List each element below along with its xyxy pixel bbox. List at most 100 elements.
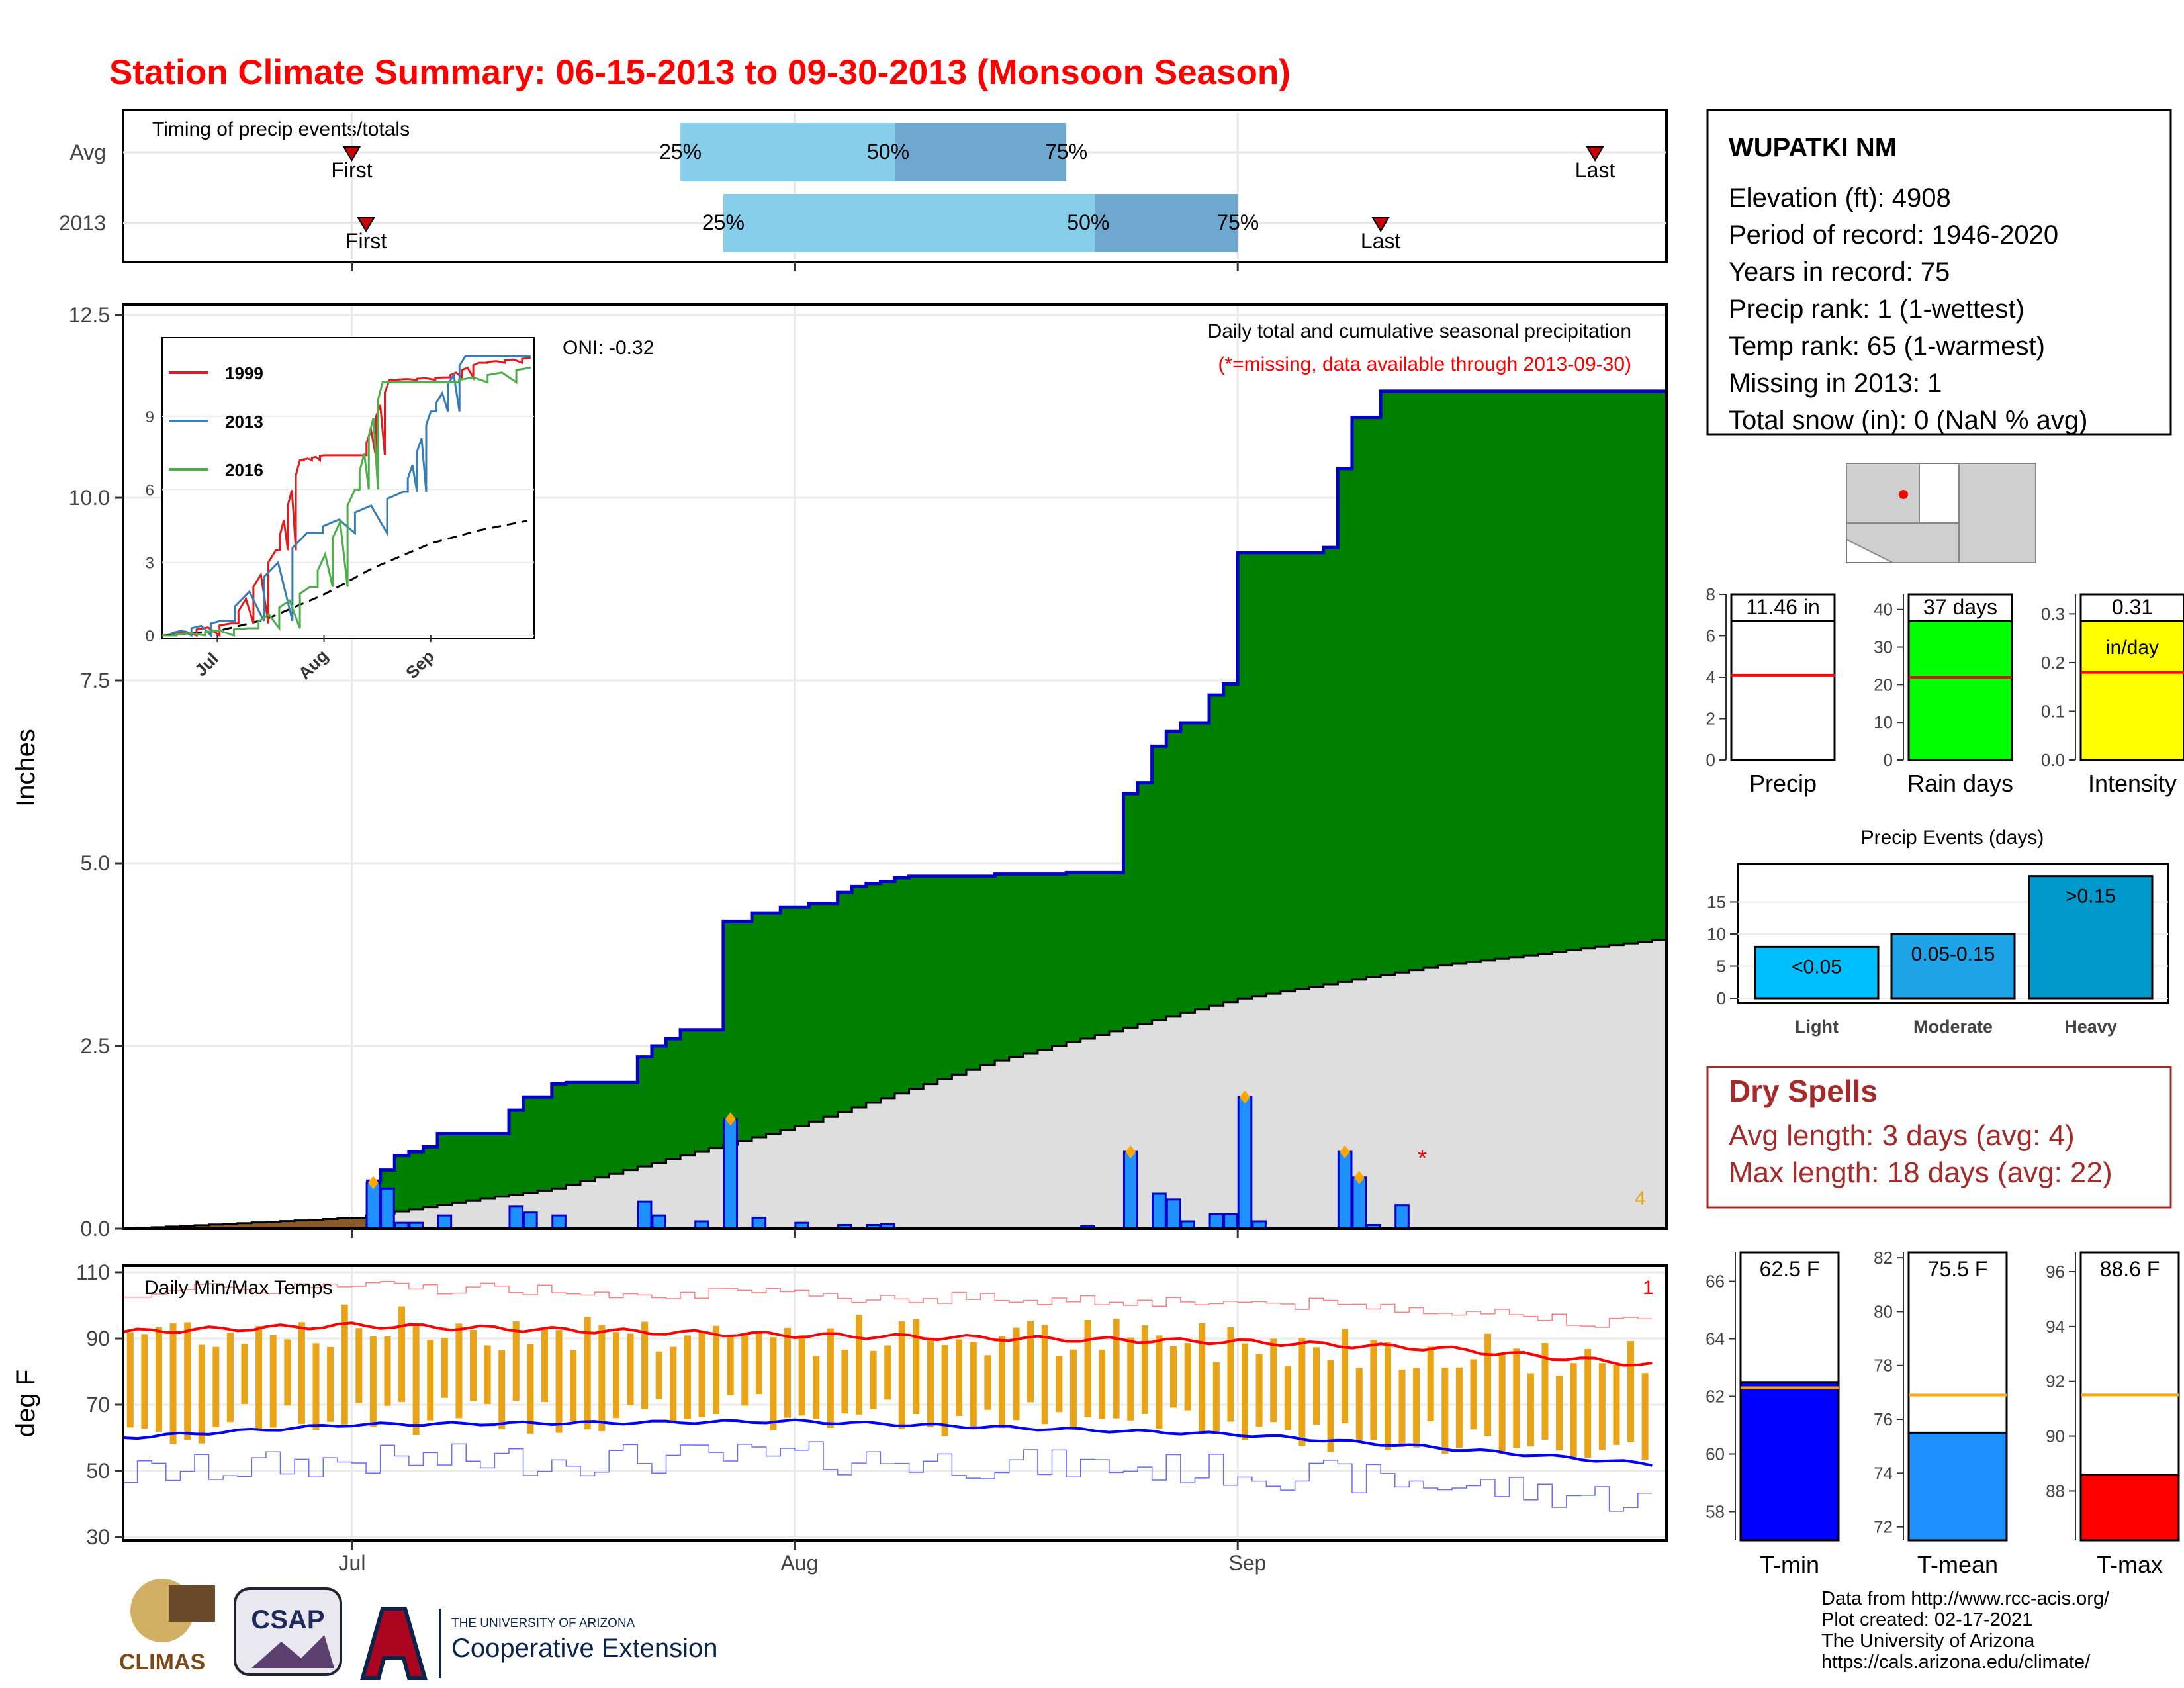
inset-average-line [161, 520, 527, 637]
daily-temp-range-bar [784, 1327, 792, 1418]
temp-content [122, 1281, 1653, 1512]
daily-temp-range-bar [241, 1344, 248, 1404]
logo-ua-big: Cooperative Extension [451, 1634, 717, 1663]
last-event-marker [1371, 217, 1390, 232]
station-years: Years in record: 75 [1729, 258, 1950, 287]
daily-temp-range-bar [927, 1337, 934, 1427]
daily-temp-range-bar [856, 1315, 863, 1415]
daily-temp-range-bar [798, 1335, 805, 1416]
precip-y-tick-label: 10.0 [69, 486, 110, 510]
daily-precip-bar [523, 1211, 538, 1230]
first-event-marker [342, 146, 361, 162]
daily-precip-bar [1152, 1192, 1167, 1230]
heavy-event-marker [1353, 1170, 1365, 1184]
daily-temp-range-bar [984, 1355, 991, 1410]
daily-temp-range-bar [141, 1334, 148, 1429]
daily-temp-range-bar [1184, 1343, 1191, 1411]
quantile-75-label: 75% [1216, 211, 1259, 234]
daily-temp-range-bar [1584, 1348, 1592, 1458]
cumulative-average-area [123, 939, 1666, 1229]
quantile-25-label: 25% [659, 140, 702, 164]
daily-temp-range-bar [1342, 1329, 1349, 1423]
temp-bar-tick-label: 60 [1706, 1444, 1725, 1464]
footer-line-1: Data from http://www.rcc-acis.org/ [1821, 1588, 2110, 1609]
daily-temp-range-bar [1455, 1367, 1463, 1448]
daily-temp-range-bar [212, 1346, 220, 1427]
dry-spells-title: Dry Spells [1729, 1074, 1878, 1108]
daily-temp-range-bar [598, 1325, 606, 1432]
timing-row-avg-label: Avg [69, 140, 106, 164]
daily-temp-range-bar [198, 1344, 205, 1444]
daily-precip-bar [1223, 1213, 1238, 1230]
daily-precip-bar [1351, 1176, 1367, 1230]
temp-bar-tick-label: 78 [1874, 1356, 1893, 1376]
daily-temp-range-bar [1027, 1321, 1034, 1403]
timing-label: Timing of precip events/totals [152, 118, 410, 140]
timing-panel: Timing of precip events/totals Avg 2013 … [59, 109, 1668, 271]
footer-line-2: Plot created: 02-17-2021 [1821, 1609, 2032, 1630]
inset-legend-2013: 2013 [225, 412, 263, 432]
heavy-event-marker [725, 1112, 736, 1126]
inset-y-tick-label: 9 [146, 408, 154, 426]
summary-bar-tick-label: 8 [1706, 585, 1715, 604]
average-min-temp-line [122, 1418, 1653, 1467]
daily-temp-range-bar [369, 1336, 377, 1427]
temp-bar-label: T-mean [1917, 1551, 1998, 1578]
daily-temp-range-bar [841, 1349, 848, 1414]
first-event-label: First [345, 229, 387, 253]
station-temp-rank: Temp rank: 65 (1-warmest) [1729, 332, 2045, 361]
summary-bar-tick-label: 0.2 [2041, 653, 2065, 673]
summary-bar-value: 0.31 [2112, 595, 2153, 619]
daily-precip-bar [380, 1187, 395, 1230]
daily-temp-range-bar [1013, 1327, 1020, 1421]
inset-series-line-2013 [162, 355, 531, 638]
daily-temp-range-bar [1398, 1369, 1406, 1447]
events-bar-label: 0.05-0.15 [1911, 943, 1995, 965]
daily-temp-range-bar [713, 1325, 720, 1415]
daily-temp-range-bar [1270, 1338, 1277, 1423]
daily-precip-bar [551, 1214, 567, 1230]
daily-temp-range-bar [412, 1324, 420, 1435]
cumulative-2013-line [366, 389, 1666, 1183]
daily-temp-range-bar [1084, 1320, 1091, 1417]
precip-y-tick-label: 5.0 [81, 851, 110, 875]
daily-temp-range-bar [1556, 1376, 1563, 1451]
precip-y-tick-label: 7.5 [81, 669, 110, 692]
temp-y-tick-label: 30 [86, 1525, 110, 1549]
inset-y-tick-label: 3 [146, 555, 154, 573]
summary-bar-2 [2079, 608, 2184, 761]
summary-bar-tick-label: 0.3 [2041, 604, 2065, 624]
daily-temp-range-bar [870, 1350, 877, 1409]
summary-bar-label-box [1730, 593, 1836, 622]
events-category-label: Moderate [1913, 1017, 1993, 1037]
daily-temp-range-bar [1312, 1347, 1320, 1425]
inset-y-tick-label: 0 [146, 628, 154, 645]
logo-climas: CLIMAS [119, 1579, 215, 1675]
daily-temp-range-bar [884, 1345, 891, 1400]
record-low-line [123, 1441, 1653, 1512]
logo-ua-extension: THE UNIVERSITY OF ARIZONA Cooperative Ex… [360, 1607, 717, 1680]
footer-credits: Data from http://www.rcc-acis.org/ Plot … [1821, 1588, 2110, 1673]
precip-panel: 0.0 2.5 5.0 7.5 10.0 12.5 Inches Daily total … [11, 303, 1668, 1241]
daily-temp-range-bar [1284, 1366, 1291, 1430]
summary-bar-value: 37 days [1923, 595, 1997, 619]
station-precip-rank: Precip rank: 1 (1-wettest) [1729, 295, 2025, 324]
average-max-temp-line [122, 1321, 1653, 1367]
daily-temp-range-bar [1156, 1335, 1163, 1429]
daily-temp-range-bar [226, 1333, 234, 1423]
daily-temp-range-bar [1641, 1373, 1649, 1460]
events-chart: Precip Events (days) 0 5 10 15 <0.05 Light 0.0… [1707, 827, 2169, 1037]
daily-temp-range-bar [155, 1327, 162, 1432]
daily-temp-range-bar [455, 1323, 463, 1419]
quantile-box-50-75 [895, 123, 1067, 181]
dry-spells-avg: Avg length: 3 days (avg: 4) [1729, 1119, 2075, 1152]
temp-bar-tick-label: 64 [1706, 1329, 1725, 1349]
daily-precip-bar [508, 1205, 524, 1230]
daily-temp-range-bar [1498, 1354, 1506, 1454]
daily-precip-bar [365, 1181, 381, 1230]
summary-bar-tick-label: 2 [1706, 709, 1715, 729]
quantile-box-25-50 [680, 123, 895, 181]
daily-temp-range-bar [1541, 1343, 1549, 1440]
events-bar-label: >0.15 [2066, 886, 2116, 908]
